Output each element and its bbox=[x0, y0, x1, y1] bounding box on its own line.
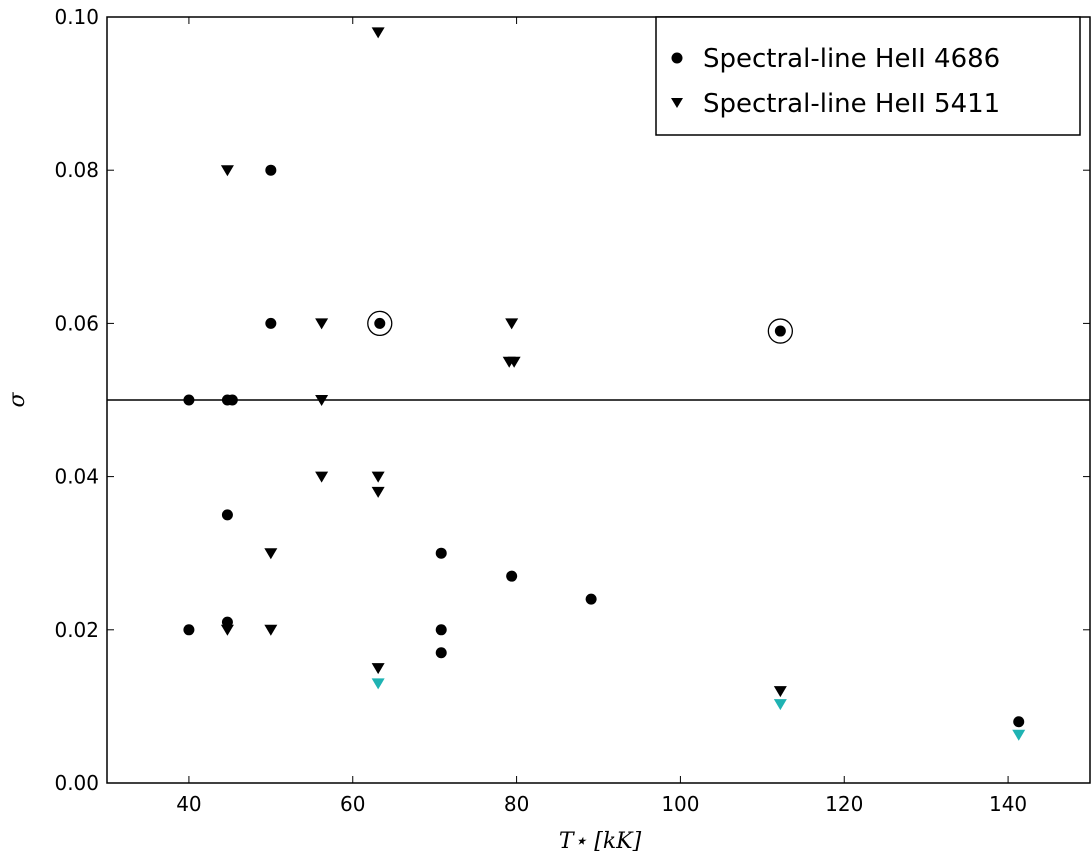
legend-marker-circle bbox=[671, 52, 683, 64]
legend-box bbox=[655, 16, 1081, 136]
data-point-circle bbox=[435, 647, 447, 659]
x-tick-label: 80 bbox=[504, 792, 529, 816]
x-tick-label: 140 bbox=[989, 792, 1027, 816]
data-point-circle bbox=[435, 547, 447, 559]
y-axis-label: σ bbox=[5, 392, 30, 408]
data-point-triangle bbox=[315, 318, 329, 330]
legend-label-series-1: Spectral-line HeII 4686 bbox=[703, 44, 1000, 74]
y-tick-label: 0.08 bbox=[54, 158, 99, 182]
legend-label-series-2: Spectral-line HeII 5411 bbox=[703, 89, 1000, 119]
y-tick-label: 0.10 bbox=[54, 5, 99, 29]
x-tick-label: 120 bbox=[825, 792, 863, 816]
data-point-triangle bbox=[371, 486, 385, 498]
data-point-triangle bbox=[220, 165, 234, 177]
data-point-triangle bbox=[315, 395, 329, 406]
legend-marker-triangle bbox=[671, 98, 683, 108]
legend: Spectral-line HeII 4686 Spectral-line He… bbox=[655, 16, 1081, 136]
highlight-ring bbox=[767, 318, 794, 344]
y-tick-label: 0.02 bbox=[54, 618, 99, 642]
data-point-triangle bbox=[315, 471, 329, 483]
data-point-triangle bbox=[371, 471, 385, 483]
data-point-triangle bbox=[220, 624, 234, 636]
data-point-circle bbox=[506, 570, 518, 582]
data-point-circle bbox=[226, 394, 238, 406]
data-point-circle bbox=[774, 325, 786, 337]
x-tick-label: 60 bbox=[340, 792, 365, 816]
data-point-circle bbox=[265, 164, 277, 176]
data-point-circle bbox=[183, 624, 195, 636]
data-point-triangle bbox=[773, 686, 787, 698]
x-tick-label: 40 bbox=[176, 792, 201, 816]
data-point-circle bbox=[265, 317, 277, 329]
x-axis-label: T⋆ [kK] bbox=[559, 829, 642, 854]
data-point-triangle bbox=[507, 356, 521, 368]
data-point-triangle bbox=[264, 548, 278, 560]
data-point-triangle bbox=[371, 663, 385, 675]
highlight-ring bbox=[367, 310, 393, 337]
data-point-triangle-cyan bbox=[1012, 729, 1026, 741]
data-point-triangle-cyan bbox=[773, 699, 787, 711]
data-point-circle bbox=[183, 394, 195, 406]
data-point-triangle-cyan bbox=[371, 678, 385, 690]
data-point-circle bbox=[585, 593, 597, 605]
data-point-triangle bbox=[505, 318, 519, 330]
data-point-triangle bbox=[264, 624, 278, 636]
data-point-triangle bbox=[371, 27, 385, 39]
data-point-circle bbox=[435, 624, 447, 636]
data-point-circle bbox=[221, 509, 233, 521]
y-tick-label: 0.00 bbox=[54, 771, 99, 795]
y-tick-label: 0.06 bbox=[54, 311, 99, 335]
y-tick-label: 0.04 bbox=[54, 465, 99, 489]
data-point-circle bbox=[374, 317, 386, 329]
data-point-circle bbox=[1013, 716, 1025, 728]
x-tick-label: 100 bbox=[661, 792, 699, 816]
